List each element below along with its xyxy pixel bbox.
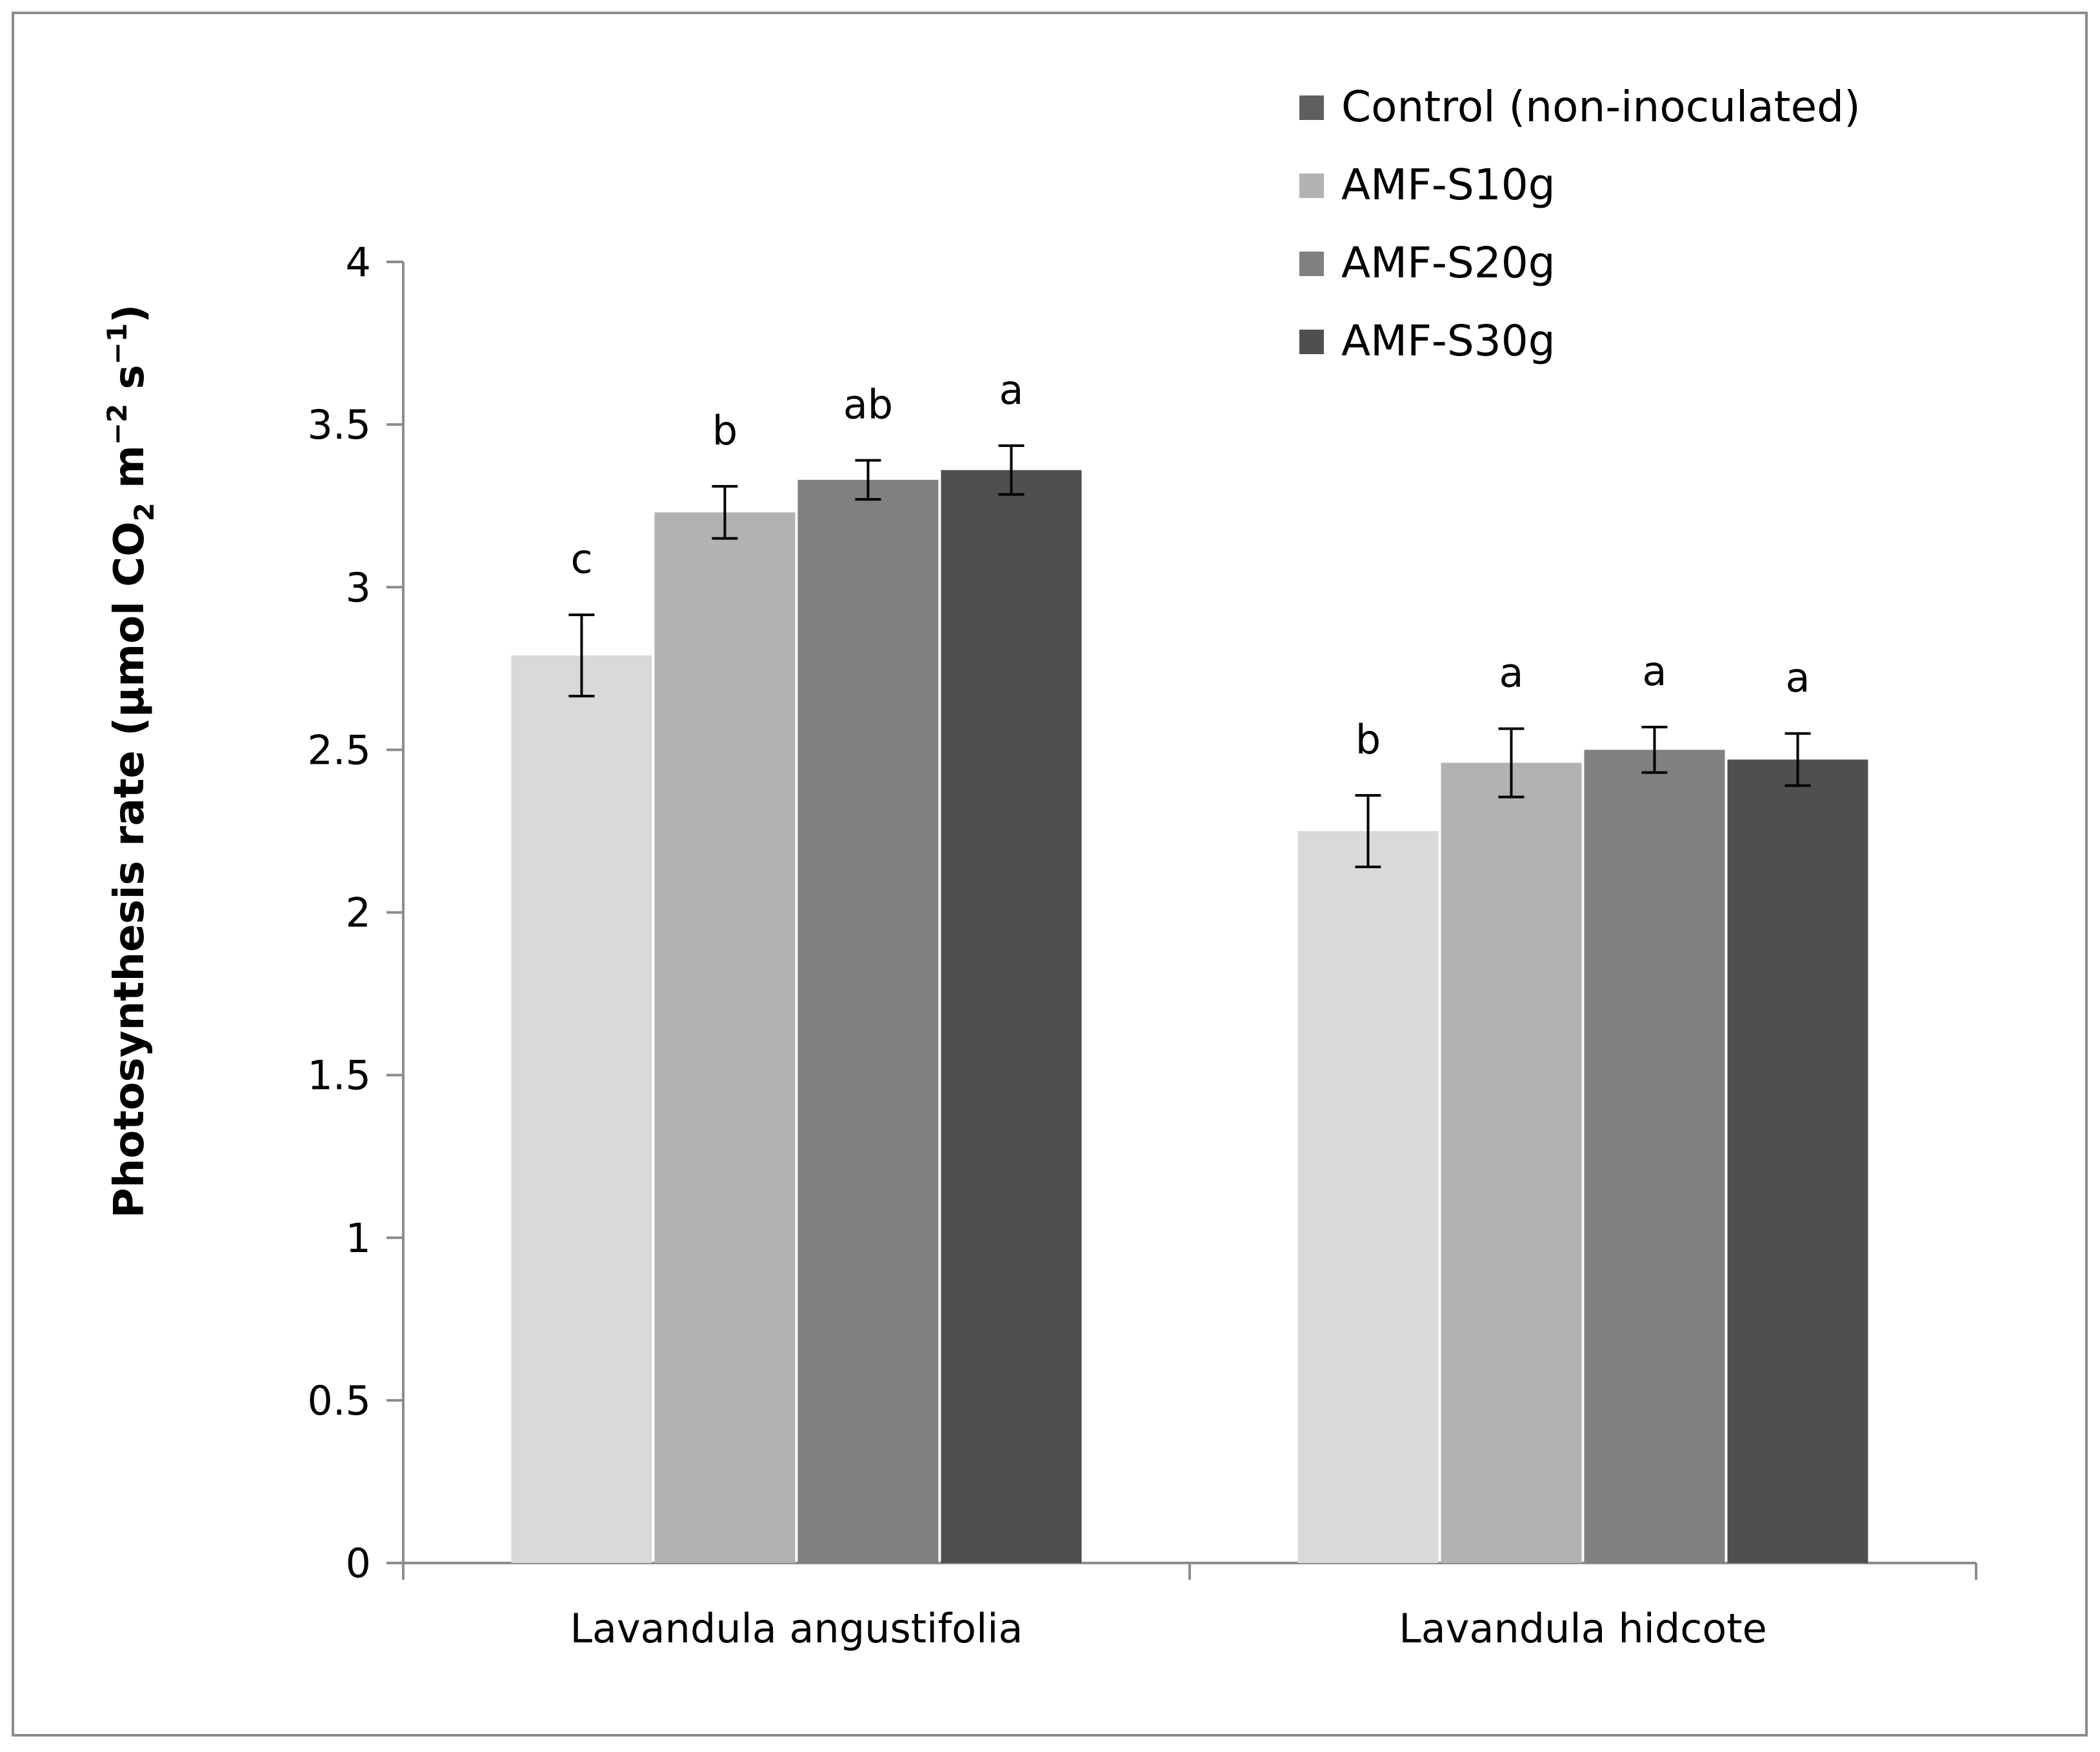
x-tick-label: Lavandula angustifolia <box>570 1605 1023 1652</box>
legend-label: AMF-S30g <box>1341 316 1555 366</box>
y-tick-label: 2 <box>346 890 371 937</box>
y-tick-label: 0 <box>346 1540 371 1587</box>
y-tick-label: 1 <box>346 1215 371 1262</box>
legend-swatch <box>1299 330 1324 354</box>
significance-letter: b <box>712 407 737 454</box>
significance-letter: a <box>999 366 1024 413</box>
legend-label: Control (non-inoculated) <box>1341 82 1861 132</box>
significance-letter: a <box>1499 650 1524 697</box>
y-tick-label: 2.5 <box>307 726 371 773</box>
legend-label: AMF-S20g <box>1341 238 1555 288</box>
y-tick-label: 1.5 <box>307 1052 371 1099</box>
legend-swatch <box>1299 252 1324 276</box>
bars <box>511 470 1868 1564</box>
legend-swatch <box>1299 95 1324 120</box>
bar <box>511 655 652 1563</box>
bar <box>654 512 795 1564</box>
x-axis: Lavandula angustifolia Lavandula hidcote <box>402 1562 1977 1652</box>
y-tick-label: 4 <box>346 239 371 286</box>
bar <box>1441 762 1582 1563</box>
significance-letter: a <box>1786 654 1810 701</box>
legend-swatch <box>1299 174 1324 198</box>
y-axis: 0 0.5 1 1.5 2 2.5 3 3.5 4 <box>307 239 405 1587</box>
bar <box>1297 831 1439 1563</box>
bar <box>1584 750 1725 1563</box>
significance-letter: ab <box>843 381 893 428</box>
significance-letter: c <box>570 535 592 582</box>
bar <box>941 470 1082 1563</box>
bar <box>797 479 939 1564</box>
legend-label: AMF-S10g <box>1341 160 1555 210</box>
x-tick-label: Lavandula hidcote <box>1399 1605 1766 1652</box>
y-tick-label: 3 <box>346 564 371 611</box>
significance-letter: b <box>1355 716 1381 763</box>
y-tick-label: 3.5 <box>307 401 371 448</box>
bar <box>1727 759 1868 1563</box>
y-axis-label: Photosynthesis rate (µmol CO2 m−2 s−1) <box>101 304 160 1219</box>
legend: Control (non-inoculated) AMF-S10g AMF-S20g… <box>1299 82 1861 366</box>
significance-letter: a <box>1643 648 1667 695</box>
error-bars <box>568 444 1811 868</box>
y-tick-label: 0.5 <box>307 1377 371 1424</box>
